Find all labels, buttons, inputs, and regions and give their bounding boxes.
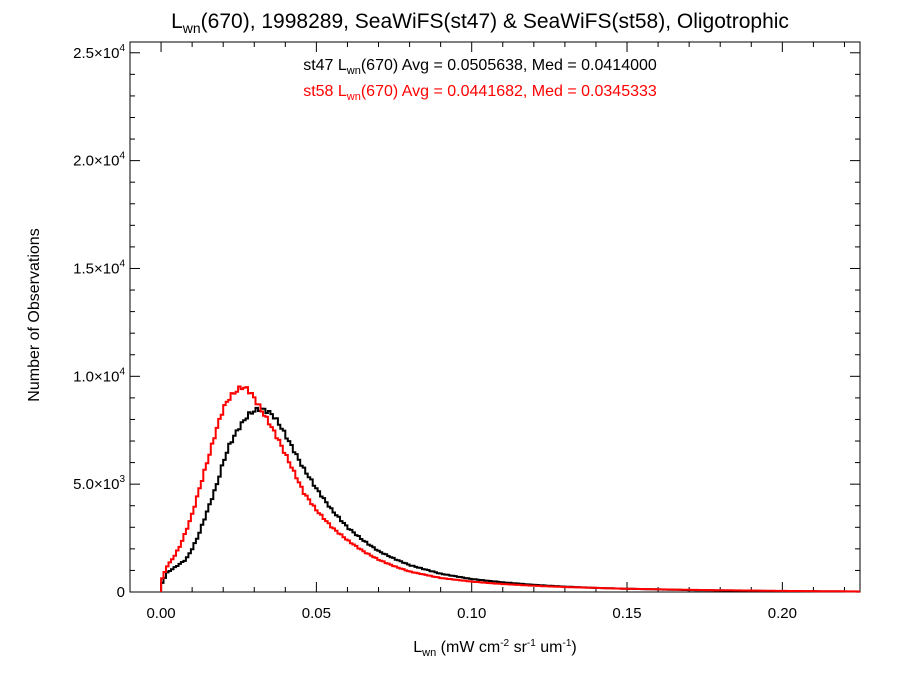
title-sub: wn [182, 20, 201, 36]
series-line-0 [160, 406, 860, 593]
title-rest: (670), 1998289, SeaWiFS(st47) & SeaWiFS(… [201, 10, 789, 33]
y-tick-label-4: 2.0×104 [73, 151, 125, 170]
y-tick-label-2: 1.0×104 [73, 366, 125, 385]
annotation-1: st58 Lwn(670) Avg = 0.0441682, Med = 0.0… [303, 83, 657, 103]
x-tick-label-0: 0.00 [146, 605, 175, 622]
y-axis-label: Number of Observations [26, 228, 43, 401]
x-tick-label-2: 0.10 [457, 605, 486, 622]
y-tick-label-1: 5.0×103 [73, 474, 125, 493]
annotations: st47 Lwn(670) Avg = 0.0505638, Med = 0.0… [303, 57, 657, 103]
x-tick-label-3: 0.15 [612, 605, 641, 622]
x-axis-label: Lwn (mW cm-2 sr-1 um-1) [413, 638, 576, 659]
y-tick-label-0: 0 [117, 584, 125, 601]
x-tick-label-4: 0.20 [768, 605, 797, 622]
chart-title: Lwn(670), 1998289, SeaWiFS(st47) & SeaWi… [171, 10, 789, 36]
y-tick-label-5: 2.5×104 [73, 43, 125, 62]
series-group [160, 385, 860, 593]
plot-frame [129, 41, 861, 593]
y-axis-ticks: 0 5.0×103 1.0×104 1.5×104 2.0×104 2.5×104 [73, 43, 860, 601]
x-tick-label-1: 0.05 [302, 605, 331, 622]
x-axis-ticks: 0.00 0.05 0.10 0.15 0.20 [146, 42, 845, 622]
y-tick-label-3: 1.5×104 [73, 258, 125, 277]
title-main: L [171, 10, 183, 33]
series-line-1 [160, 385, 860, 593]
annotation-0: st47 Lwn(670) Avg = 0.0505638, Med = 0.0… [303, 57, 657, 77]
